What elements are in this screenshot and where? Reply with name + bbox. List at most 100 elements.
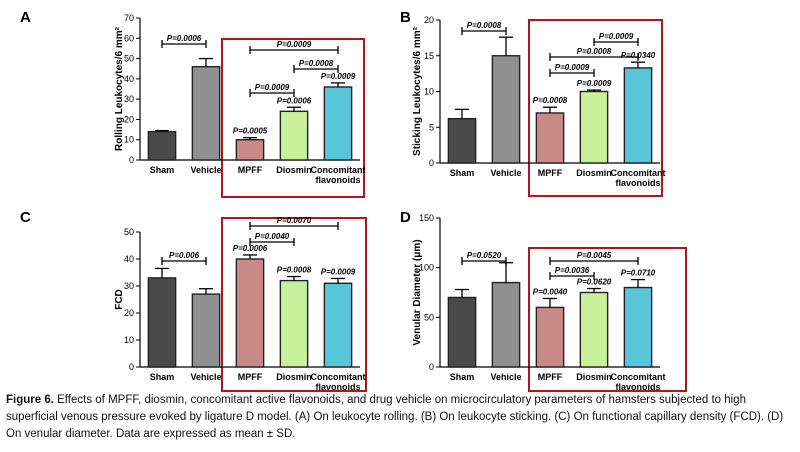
bar-vehicle xyxy=(491,281,521,368)
bracket-p-value: P=0.0045 xyxy=(577,251,612,260)
category-label: Diosmin xyxy=(276,372,312,382)
bar-mpff xyxy=(535,306,565,368)
category-label: Vehicle xyxy=(490,372,521,382)
bar-vehicle xyxy=(491,55,521,164)
bar-p-value: P=0.0009 xyxy=(577,79,612,88)
y-tick-label: 150 xyxy=(419,213,434,223)
bracket-p-value: P=0.0009 xyxy=(555,63,590,72)
category-label: MPFF xyxy=(538,168,563,178)
y-tick-label: 40 xyxy=(124,254,134,264)
category-label: Vehicle xyxy=(490,168,521,178)
category-label: Concomitant xyxy=(611,168,666,178)
y-axis-label: Rolling Leukocytes/6 mm² xyxy=(114,26,125,151)
bar-sham xyxy=(447,296,477,368)
panel-letter: A xyxy=(20,9,31,26)
bracket-p-value: P=0.0009 xyxy=(277,40,312,49)
y-tick-label: 10 xyxy=(424,87,434,97)
bracket-p-value: P=0.0009 xyxy=(255,83,290,92)
y-tick-label: 20 xyxy=(124,114,134,124)
highlight-box xyxy=(221,217,367,392)
y-tick-label: 50 xyxy=(124,227,134,237)
y-tick-label: 5 xyxy=(429,122,434,132)
bar-concomitant xyxy=(323,282,353,368)
panel-letter: D xyxy=(400,209,411,226)
y-tick-label: 60 xyxy=(124,33,134,43)
y-tick-label: 50 xyxy=(124,54,134,64)
bar-mpff xyxy=(235,139,265,161)
bar-p-value: P=0.0009 xyxy=(321,72,356,81)
y-tick-label: 10 xyxy=(124,335,134,345)
category-label: Diosmin xyxy=(576,372,612,382)
chart-panel-d: D 0 50 100 150 Venular Diameter (μm) Sham Vehic… xyxy=(400,209,687,392)
bar-p-value: P=0.0620 xyxy=(577,278,612,287)
category-label: flavonoids xyxy=(615,178,660,188)
bar-concomitant xyxy=(323,86,353,161)
category-label: Sham xyxy=(150,165,175,175)
bracket-p-value: P=0.0008 xyxy=(299,59,334,68)
figure-caption: Figure 6. Effects of MPFF, diosmin, conc… xyxy=(6,392,796,443)
y-tick-label: 20 xyxy=(424,15,434,25)
category-label: Vehicle xyxy=(190,165,221,175)
bar-concomitant xyxy=(623,67,653,164)
category-label: Concomitant xyxy=(311,165,366,175)
y-tick-label: 70 xyxy=(124,13,134,23)
bar-diosmin xyxy=(279,279,309,368)
caption-text: Effects of MPFF, diosmin, concomitant ac… xyxy=(6,394,784,440)
chart-panel-c: C 0 10 20 30 40 50 FCD Sham Vehicle MPFF P=0.0006 Di… xyxy=(20,209,367,392)
bar-sham xyxy=(447,117,477,164)
y-tick-label: 0 xyxy=(429,362,434,372)
category-label: Sham xyxy=(150,372,175,382)
y-tick-label: 30 xyxy=(124,94,134,104)
bar-concomitant xyxy=(623,286,653,368)
bar-p-value: P=0.0008 xyxy=(277,266,312,275)
bracket-p-value: P=0.0040 xyxy=(255,232,290,241)
category-label: flavonoids xyxy=(315,175,360,185)
bar-diosmin xyxy=(579,291,609,368)
bar-p-value: P=0.0040 xyxy=(533,287,568,296)
category-label: Sham xyxy=(450,372,475,382)
category-label: flavonoids xyxy=(615,382,660,392)
bracket-p-value: P=0.006 xyxy=(169,251,200,260)
bracket-p-value: P=0.0008 xyxy=(467,21,502,30)
bar-p-value: P=0.0006 xyxy=(233,244,268,253)
bar-vehicle xyxy=(191,65,221,161)
highlight-box xyxy=(528,19,663,197)
bracket-p-value: P=0.0009 xyxy=(599,32,634,41)
bar-p-value: P=0.0006 xyxy=(277,96,312,105)
bracket-p-value: P=0.0036 xyxy=(555,266,590,275)
y-tick-label: 10 xyxy=(124,135,134,145)
category-label: Diosmin xyxy=(276,165,312,175)
category-label: Diosmin xyxy=(576,168,612,178)
y-tick-label: 0 xyxy=(129,155,134,165)
category-label: Sham xyxy=(450,168,475,178)
y-tick-label: 50 xyxy=(424,312,434,322)
bar-sham xyxy=(147,277,177,368)
bar-p-value: P=0.0008 xyxy=(533,96,568,105)
bar-diosmin xyxy=(579,90,609,164)
category-label: Concomitant xyxy=(311,372,366,382)
bracket-p-value: P=0.0520 xyxy=(467,251,502,260)
caption-label: Figure 6. xyxy=(6,394,54,406)
y-tick-label: 15 xyxy=(424,51,434,61)
y-axis-label: Sticking Leukocytes/6 mm² xyxy=(412,26,423,156)
panel-letter: C xyxy=(20,209,31,226)
highlight-box xyxy=(221,38,365,198)
bar-mpff xyxy=(235,258,265,368)
bracket-p-value: P=0.0008 xyxy=(577,47,612,56)
bracket-p-value: P=0.0006 xyxy=(167,34,202,43)
y-tick-label: 40 xyxy=(124,74,134,84)
y-tick-label: 100 xyxy=(419,263,434,273)
bar-mpff xyxy=(535,112,565,164)
category-label: MPFF xyxy=(538,372,563,382)
category-label: flavonoids xyxy=(315,382,360,392)
y-tick-label: 0 xyxy=(429,158,434,168)
chart-panel-a: A 0 10 20 30 40 50 60 70 Rolling Leukocytes/6 mm²… xyxy=(20,9,366,198)
category-label: Concomitant xyxy=(611,372,666,382)
bar-p-value: P=0.0710 xyxy=(621,269,656,278)
highlight-box xyxy=(528,247,687,392)
y-tick-label: 30 xyxy=(124,281,134,291)
bar-sham xyxy=(147,130,177,161)
category-label: MPFF xyxy=(238,165,263,175)
